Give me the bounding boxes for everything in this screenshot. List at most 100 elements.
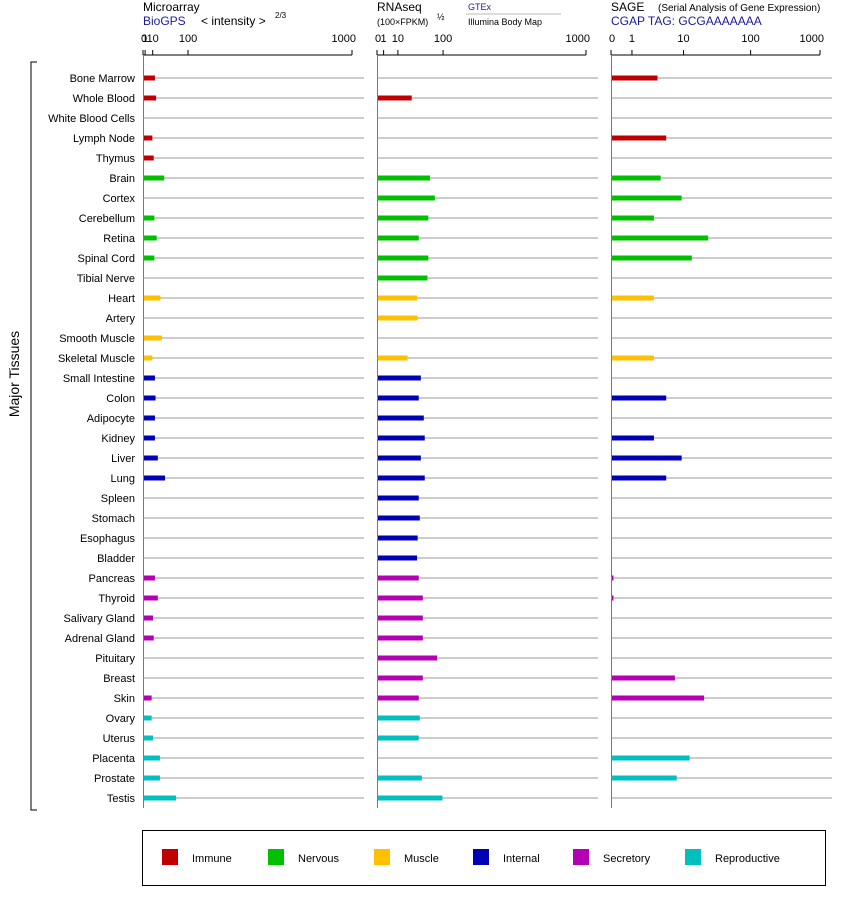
legend-label: Internal [503,853,540,865]
rnaseq-tick-label: 1000 [566,33,590,45]
tissue-label: Spleen [101,493,135,505]
rnaseq-bar [378,255,429,261]
microarray-bar [144,635,154,641]
rnaseq-bar [378,435,425,441]
rnaseq-bar [378,535,418,541]
rnaseq-bar [378,315,418,321]
legend-swatch [473,849,489,865]
microarray-bar [144,295,161,301]
sage-bar [612,235,709,241]
legend-swatch [268,849,284,865]
tissue-label: Tibial Nerve [77,273,135,285]
tissue-label: Adrenal Gland [65,633,135,645]
sage-bar [612,395,667,401]
microarray-bar [144,75,155,81]
rnaseq-bar [378,695,419,701]
rnaseq-bar [378,615,423,621]
tissue-label: Heart [108,293,135,305]
sage-bar [612,755,690,761]
legend-swatch [374,849,390,865]
major-tissues-label: Major Tissues [6,331,22,417]
sage-tick-label: 1000 [800,33,824,45]
microarray-bar [144,615,154,621]
rnaseq-bar [378,675,423,681]
sage-bar [612,435,654,441]
rnaseq-bar [378,475,425,481]
sage-bar [612,195,682,201]
sage-tick-label: 1 [629,33,635,45]
sage-bar [612,255,692,261]
tissue-label: Whole Blood [73,93,135,105]
legend-item: Reproductive [685,849,780,865]
sage-bar [612,455,682,461]
sage-bar [612,695,705,701]
microarray-bar [144,475,166,481]
microarray-bar [144,695,152,701]
microarray-bar [144,335,162,341]
tissue-label: Bladder [97,553,135,565]
legend-swatch [685,849,701,865]
rnaseq-bar [378,415,424,421]
sage-bar [612,675,675,681]
sage-bar [612,215,654,221]
microarray-bar [144,215,155,221]
biogps-link[interactable]: BioGPS [143,14,186,28]
gtex-link[interactable]: GTEx [468,2,492,12]
microarray-bar [144,715,152,721]
sage-bar [612,175,661,181]
tissue-label: Lymph Node [73,133,135,145]
legend-item: Muscle [374,849,439,865]
legend-item: Nervous [268,849,339,865]
legend-label: Muscle [404,853,439,865]
rnaseq-tick-label: 10 [392,33,404,45]
legend-label: Immune [192,853,232,865]
microarray-bar [144,575,155,581]
sage-tick-label: 0 [609,33,615,45]
rnaseq-tick-label: 0 [375,33,381,45]
rnaseq-scale-exponent: ½ [437,12,445,22]
microarray-bar [144,775,160,781]
microarray-bar [144,155,154,161]
rnaseq-bar [378,715,420,721]
rnaseq-bar [378,575,419,581]
sage-bar [612,355,654,361]
microarray-tick-label: 0 [141,33,147,45]
legend-swatch [162,849,178,865]
microarray-tick-label: 100 [179,33,197,45]
microarray-bar [144,355,153,361]
tissue-label: Uterus [103,733,136,745]
rnaseq-bar [378,215,429,221]
microarray-bar [144,795,177,801]
rnaseq-bar [378,395,419,401]
rnaseq-bar [378,735,419,741]
sage-bar [612,575,614,581]
tissue-label: Lung [111,473,135,485]
tissue-label: Smooth Muscle [59,333,135,345]
legend-label: Secretory [603,853,651,865]
rnaseq-bar [378,555,418,561]
tissue-label: Brain [109,173,135,185]
rnaseq-bar [378,515,420,521]
legend-label: Nervous [298,853,339,865]
rnaseq-bar [378,95,412,101]
sage-tick-label: 100 [741,33,759,45]
rnaseq-bar [378,295,418,301]
microarray-bar [144,435,155,441]
rnaseq-tick-label: 100 [434,33,452,45]
microarray-scale-label: < intensity > [201,14,266,28]
microarray-bar [144,415,155,421]
microarray-bar [144,375,155,381]
microarray-title: Microarray [143,0,200,14]
sage-bar [612,75,658,81]
microarray-bar [144,175,165,181]
legend-item: Secretory [573,849,651,865]
sage-bar [612,475,667,481]
tissue-label: White Blood Cells [48,113,135,125]
major-tissues-bracket [30,61,37,811]
microarray-tick-label: 1000 [332,33,356,45]
tissue-label: Skeletal Muscle [58,353,135,365]
cgap-tag-link[interactable]: CGAP TAG: GCGAAAAAAA [611,14,762,28]
legend-swatch [573,849,589,865]
tissue-label: Placenta [92,753,136,765]
